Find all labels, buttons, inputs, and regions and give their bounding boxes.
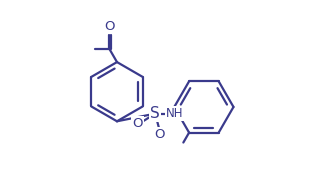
Text: S: S xyxy=(150,106,160,121)
Text: O: O xyxy=(155,128,165,141)
Text: O: O xyxy=(132,117,143,130)
Text: O: O xyxy=(104,20,114,33)
Text: NH: NH xyxy=(166,107,183,120)
